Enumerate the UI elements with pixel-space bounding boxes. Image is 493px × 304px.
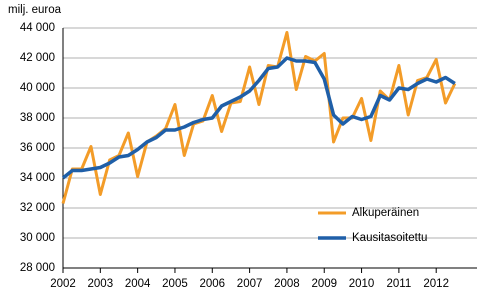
y-tick-label: 32 000 bbox=[20, 202, 55, 214]
x-tick-label: 2005 bbox=[162, 278, 188, 290]
y-tick-label: 42 000 bbox=[20, 52, 55, 64]
y-tick-label: 44 000 bbox=[20, 22, 55, 34]
y-axis-label: milj. euroa bbox=[8, 4, 62, 16]
y-tick-label: 28 000 bbox=[20, 262, 55, 274]
x-tick-label: 2009 bbox=[311, 278, 337, 290]
x-tick-label: 2007 bbox=[237, 278, 263, 290]
x-tick-label: 2006 bbox=[199, 278, 225, 290]
x-tick-label: 2012 bbox=[423, 278, 449, 290]
y-tick-label: 30 000 bbox=[20, 232, 55, 244]
x-tick-label: 2010 bbox=[349, 278, 375, 290]
x-tick-label: 2003 bbox=[88, 278, 114, 290]
y-tick-label: 36 000 bbox=[20, 142, 55, 154]
y-tick-label: 38 000 bbox=[20, 112, 55, 124]
x-tick-label: 2008 bbox=[274, 278, 300, 290]
y-tick-label: 40 000 bbox=[20, 82, 55, 94]
x-tick-label: 2011 bbox=[387, 278, 412, 290]
line-series bbox=[61, 56, 456, 180]
x-tick-label: 2004 bbox=[125, 278, 151, 290]
y-tick-label: 34 000 bbox=[20, 172, 55, 184]
legend-label: Alkuperäinen bbox=[352, 207, 419, 219]
legend-label: Kausitasoitettu bbox=[352, 232, 427, 244]
x-tick-label: 2002 bbox=[50, 278, 76, 290]
